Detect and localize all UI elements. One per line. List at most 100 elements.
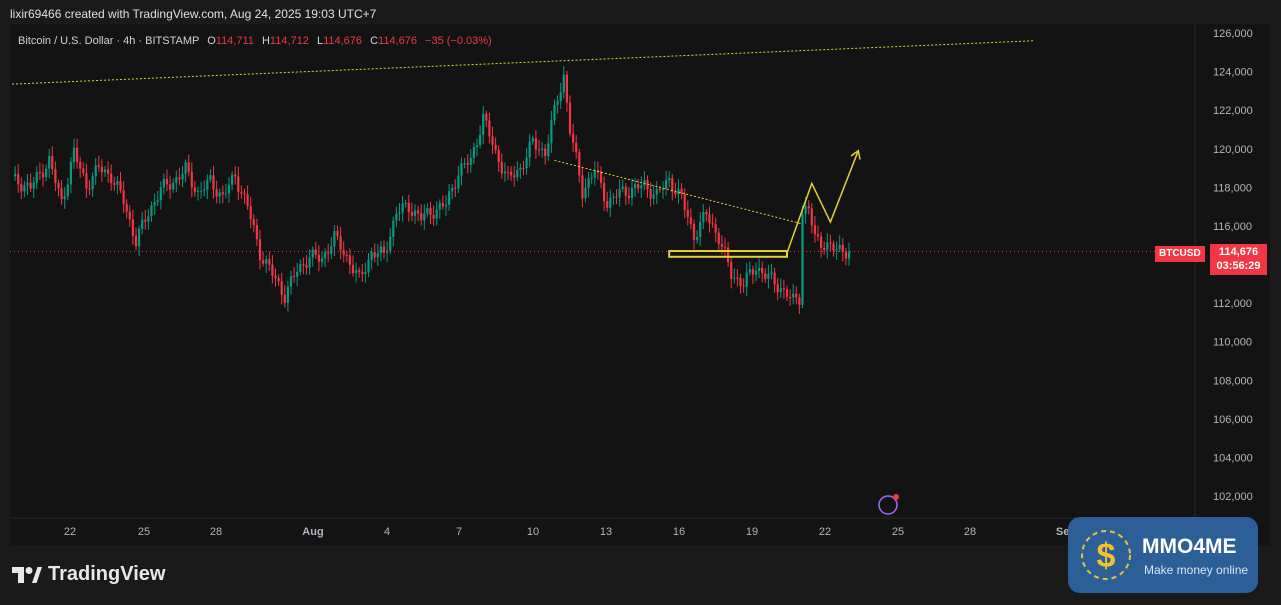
candle-body xyxy=(141,219,144,229)
candle-body xyxy=(472,147,475,158)
candle-body xyxy=(677,188,680,195)
candle-body xyxy=(153,202,156,206)
candle-body xyxy=(395,213,398,221)
candle-body xyxy=(516,169,519,178)
candle-body xyxy=(838,244,841,250)
candle-body xyxy=(764,273,767,279)
candle-body xyxy=(138,228,141,247)
candle-body xyxy=(296,271,299,277)
candle-body xyxy=(227,184,231,194)
x-tick-label: 19 xyxy=(746,526,758,538)
candle-body xyxy=(203,189,206,191)
x-tick-label: Aug xyxy=(302,526,323,538)
candle-body xyxy=(727,247,730,263)
candle-body xyxy=(128,211,131,220)
candle-body xyxy=(20,184,23,192)
candle-body xyxy=(311,249,314,258)
candle-body xyxy=(330,246,333,254)
candle-body xyxy=(590,177,593,179)
candle-body xyxy=(333,230,336,247)
candle-body xyxy=(172,182,175,190)
candle-body xyxy=(32,182,35,189)
candle-body xyxy=(212,175,215,190)
candle-body xyxy=(60,188,63,200)
candle-body xyxy=(407,202,410,213)
tradingview-wordmark: TradingView xyxy=(48,563,166,585)
candle-body xyxy=(494,144,497,150)
candle-body xyxy=(345,255,348,257)
candle-body xyxy=(748,269,751,273)
candle-body xyxy=(599,171,603,183)
candle-body xyxy=(265,259,268,264)
candle-body xyxy=(475,145,479,148)
candle-body xyxy=(776,284,779,293)
candle-body xyxy=(382,246,386,253)
candle-body xyxy=(584,187,587,199)
candle-body xyxy=(668,178,671,181)
candle-body xyxy=(181,173,184,180)
candle-body xyxy=(624,186,627,196)
candle-body xyxy=(355,270,358,274)
candle-body xyxy=(221,192,224,195)
candle-body xyxy=(420,213,423,221)
candle-body xyxy=(17,173,20,185)
candle-body xyxy=(844,252,847,259)
candle-body xyxy=(550,120,553,144)
dollar-coin-icon: $ xyxy=(1081,530,1131,580)
candle-body xyxy=(237,176,240,192)
y-tick-label: 122,000 xyxy=(1213,105,1253,117)
candle-body xyxy=(150,205,153,217)
candle-body xyxy=(283,294,286,303)
candle-body xyxy=(816,234,820,237)
candle-body xyxy=(826,242,829,250)
symbol-legend: Bitcoin / U.S. Dollar · 4h · BITSTAMP O1… xyxy=(18,35,492,47)
candle-body xyxy=(426,208,429,214)
candle-body xyxy=(572,133,575,143)
candle-body xyxy=(156,200,159,203)
candle-body xyxy=(289,276,293,287)
candle-body xyxy=(144,219,147,222)
candle-body xyxy=(218,192,221,197)
candle-body xyxy=(733,277,736,279)
candle-body xyxy=(178,177,181,180)
candle-body xyxy=(125,203,128,212)
candle-body xyxy=(466,163,469,165)
candle-body xyxy=(680,188,683,194)
chart-area[interactable] xyxy=(10,24,1270,545)
candle-body xyxy=(435,209,438,219)
high-value: 114,712 xyxy=(269,35,309,47)
x-tick-label: 10 xyxy=(527,526,539,538)
candle-body xyxy=(268,259,271,265)
candle-body xyxy=(54,169,57,183)
tradingview-icon xyxy=(12,566,42,583)
candle-body xyxy=(823,247,826,250)
candle-body xyxy=(457,175,460,189)
candle-body xyxy=(541,148,544,150)
candle-body xyxy=(804,206,807,215)
candle-body xyxy=(544,148,547,157)
candle-body xyxy=(640,185,643,189)
candle-body xyxy=(717,232,720,245)
candle-body xyxy=(14,173,17,177)
candle-body xyxy=(767,274,770,279)
candle-body xyxy=(479,134,482,146)
change-value: −35 (−0.03%) xyxy=(425,35,492,47)
candle-body xyxy=(820,236,823,248)
candle-body xyxy=(463,163,466,165)
candle-body xyxy=(277,277,280,282)
candle-body xyxy=(575,142,578,153)
candle-body xyxy=(41,172,45,178)
candle-body xyxy=(234,174,237,177)
candle-body xyxy=(79,161,82,169)
candle-body xyxy=(302,264,305,266)
y-tick-label: 112,000 xyxy=(1213,298,1252,310)
candle-body xyxy=(630,188,634,198)
candle-body xyxy=(615,196,618,198)
candle-body xyxy=(553,104,556,121)
candle-body xyxy=(587,178,590,188)
candle-body xyxy=(370,252,373,260)
candle-body xyxy=(661,188,665,190)
y-tick-label: 116,000 xyxy=(1213,221,1252,233)
candle-body xyxy=(35,171,38,183)
candle-body xyxy=(308,257,311,268)
